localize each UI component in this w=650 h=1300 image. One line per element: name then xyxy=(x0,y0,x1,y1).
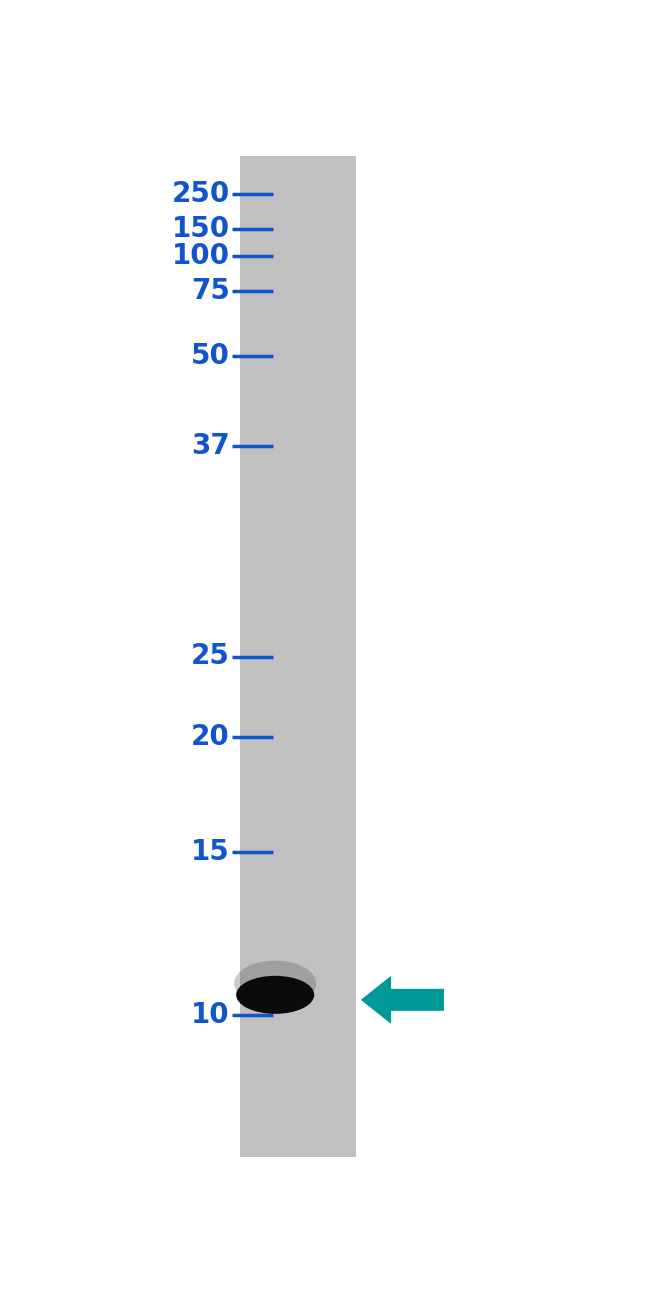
Bar xyxy=(240,156,356,1157)
FancyArrow shape xyxy=(361,976,444,1024)
Text: 15: 15 xyxy=(191,837,230,866)
Text: 75: 75 xyxy=(191,277,230,305)
Ellipse shape xyxy=(234,961,316,1006)
Text: 20: 20 xyxy=(191,723,230,750)
Text: 150: 150 xyxy=(172,214,230,243)
Ellipse shape xyxy=(236,976,314,1014)
Text: 10: 10 xyxy=(191,1001,230,1028)
Text: 37: 37 xyxy=(191,433,230,460)
Text: 50: 50 xyxy=(191,342,230,370)
Text: 100: 100 xyxy=(172,242,230,270)
Text: 250: 250 xyxy=(172,179,230,208)
Text: 25: 25 xyxy=(191,642,230,671)
